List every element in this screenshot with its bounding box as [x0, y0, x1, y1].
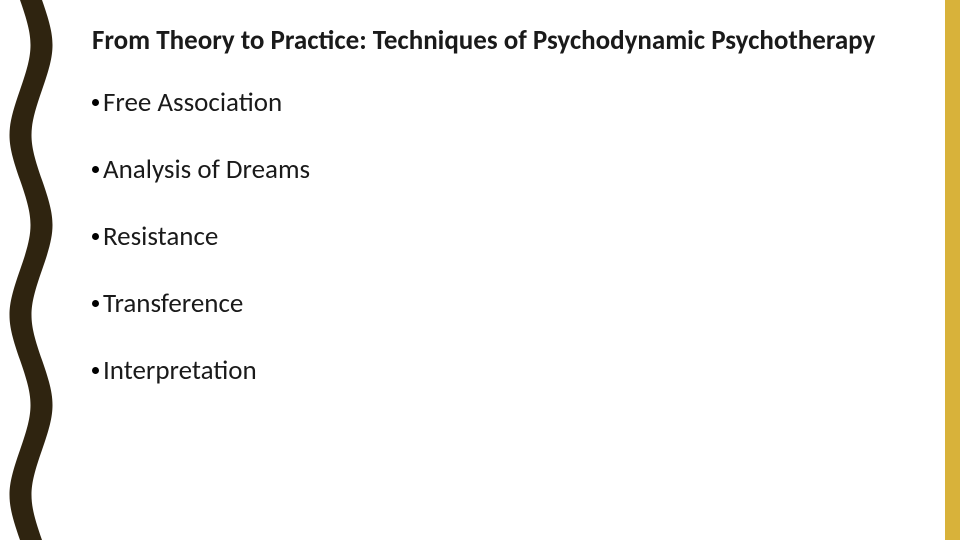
list-item: Resistance: [92, 220, 920, 253]
right-accent-bar: [945, 0, 960, 540]
list-item: Analysis of Dreams: [92, 153, 920, 186]
list-item: Transference: [92, 287, 920, 320]
left-wave-svg: [0, 0, 56, 540]
slide-title: From Theory to Practice: Techniques of P…: [92, 24, 920, 58]
bullet-dot-icon: [92, 367, 99, 374]
bullet-text: Interpretation: [103, 354, 257, 387]
bullet-list: Free Association Analysis of Dreams Resi…: [92, 86, 920, 387]
list-item: Interpretation: [92, 354, 920, 387]
bullet-dot-icon: [92, 300, 99, 307]
bullet-dot-icon: [92, 233, 99, 240]
bullet-dot-icon: [92, 166, 99, 173]
bullet-text: Free Association: [103, 86, 282, 119]
bullet-dot-icon: [92, 99, 99, 106]
bullet-text: Transference: [103, 287, 243, 320]
left-wave-decoration: [0, 0, 56, 540]
list-item: Free Association: [92, 86, 920, 119]
bullet-text: Resistance: [103, 220, 218, 253]
bullet-text: Analysis of Dreams: [103, 153, 310, 186]
slide-content: From Theory to Practice: Techniques of P…: [92, 24, 920, 421]
